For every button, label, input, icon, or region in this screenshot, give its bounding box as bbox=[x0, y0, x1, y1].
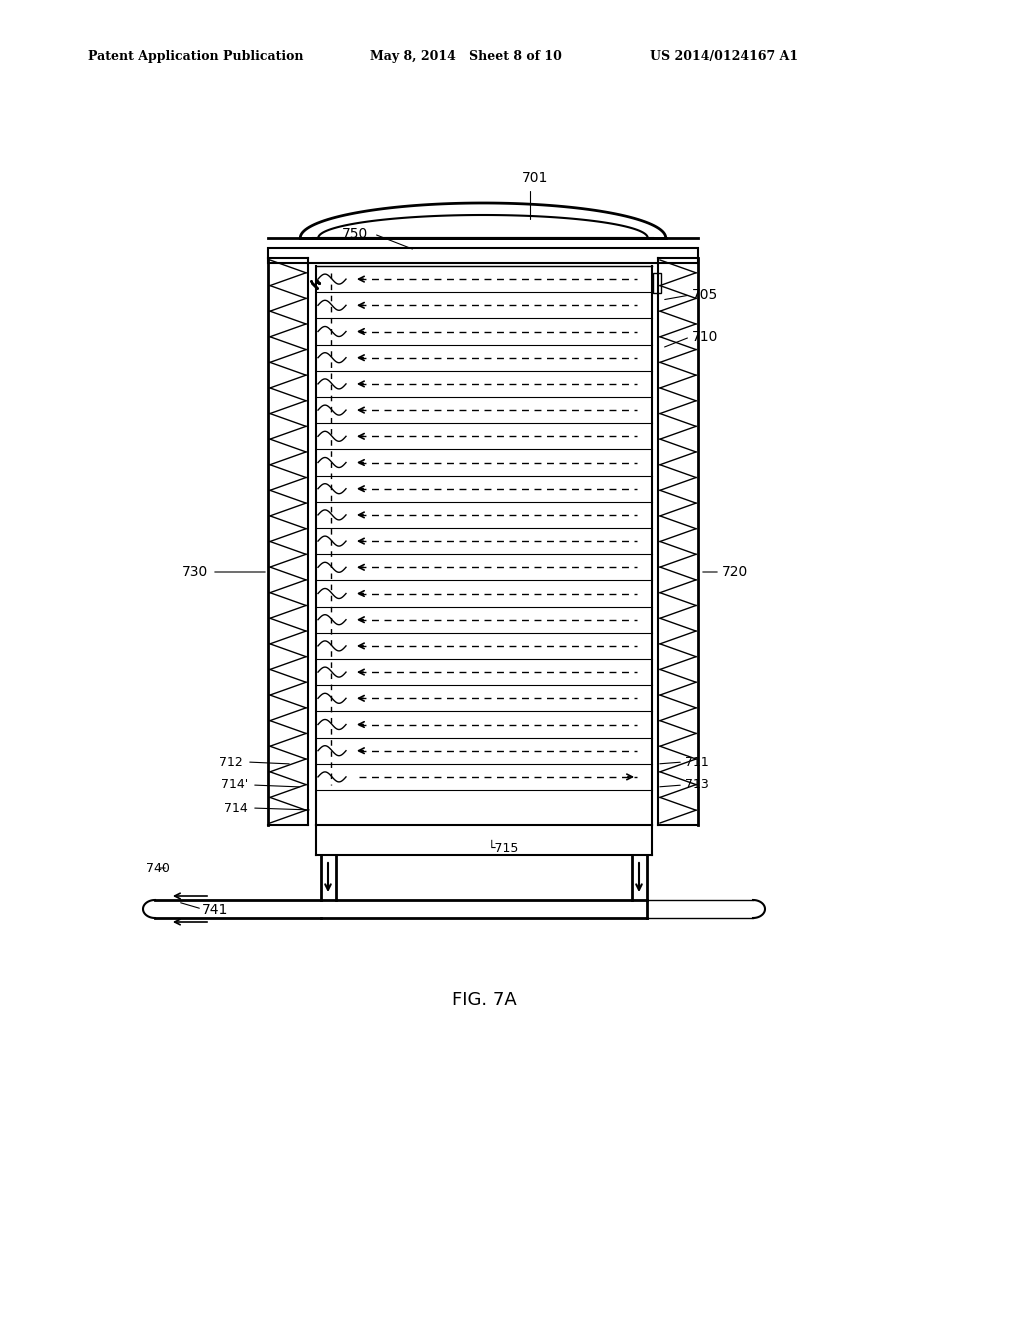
Text: 714': 714' bbox=[221, 779, 248, 792]
Text: 713: 713 bbox=[685, 779, 709, 792]
Text: 750: 750 bbox=[342, 227, 369, 242]
Text: 710: 710 bbox=[692, 330, 719, 345]
Text: 705: 705 bbox=[692, 288, 718, 302]
Text: 711: 711 bbox=[685, 755, 709, 768]
Text: 740: 740 bbox=[146, 862, 170, 874]
Bar bbox=[268, 248, 698, 263]
Text: 714: 714 bbox=[224, 801, 248, 814]
Text: └715: └715 bbox=[488, 842, 519, 854]
Text: 741: 741 bbox=[202, 903, 228, 917]
Text: 701: 701 bbox=[522, 172, 549, 219]
Bar bbox=[653, 273, 662, 293]
Text: 730: 730 bbox=[181, 565, 208, 579]
Text: FIG. 7A: FIG. 7A bbox=[452, 991, 516, 1008]
Text: Patent Application Publication: Patent Application Publication bbox=[88, 50, 303, 63]
Text: US 2014/0124167 A1: US 2014/0124167 A1 bbox=[650, 50, 798, 63]
Text: May 8, 2014   Sheet 8 of 10: May 8, 2014 Sheet 8 of 10 bbox=[370, 50, 562, 63]
Text: 712: 712 bbox=[219, 755, 243, 768]
Text: 720: 720 bbox=[722, 565, 749, 579]
